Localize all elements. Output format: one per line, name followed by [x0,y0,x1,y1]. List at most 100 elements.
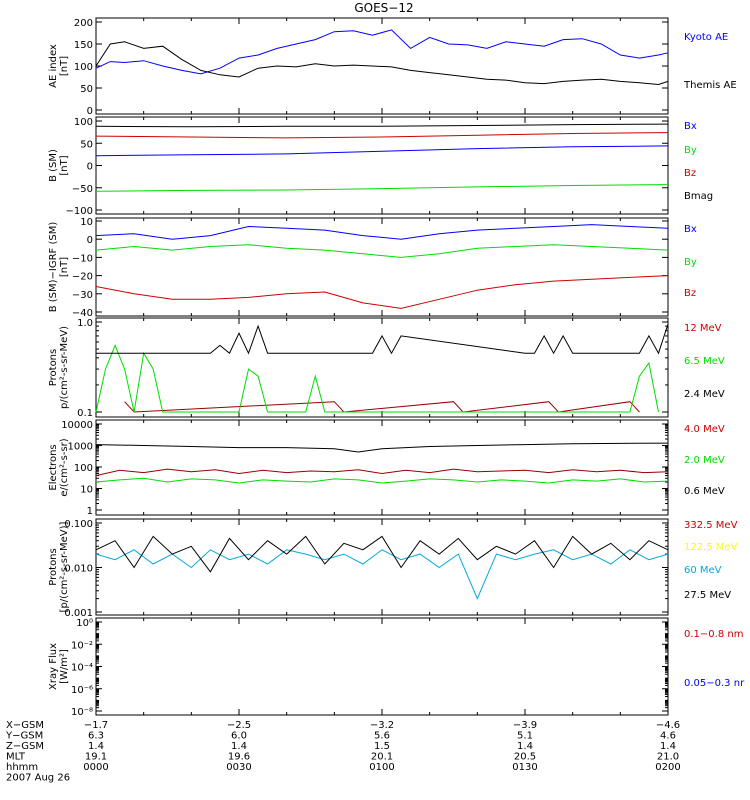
panel-bsm_igrf: −40 −30 −20 −10 0 10 B (SM)−IGRF (SM)[nT] Bx By B… [48,217,697,319]
panel-frame [95,518,669,616]
footer-value: 1.5 [374,741,390,752]
panel-xray: 10⁻⁸ 10⁻⁶ 10⁻⁴ 10⁻² 10⁰ Xray Flux[W/m²] 0.1−0.… [48,617,745,718]
footer-value: 5.6 [374,731,390,742]
y-tick-label: 1000 [68,442,93,453]
footer-value: 0000 [83,762,108,773]
series-line-0-6-mev [95,442,669,453]
series-line-27-5-mev [95,535,669,573]
footer-value: 19.6 [228,752,250,763]
y-tick-label: 10000 [61,420,93,431]
series-line-bz [95,275,669,309]
legend-entry: Themis AE [683,80,737,91]
series-line-bx [95,224,669,240]
footer-value: 6.3 [88,731,104,742]
footer-value: 21.0 [657,752,679,763]
y-tick-label: 10⁻⁸ [71,707,93,718]
footer-value: 20.5 [514,752,536,763]
legend-entry: 60 MeV [684,565,722,576]
series-line-4-0-mev [95,468,669,477]
series-line-6-5-mev [95,344,659,413]
footer-value: 5.1 [517,731,533,742]
footer-value: 6.0 [231,731,247,742]
series-line-by [95,244,669,258]
panel-protons_high: 0.001 0.010 0.100Protons[p/(cm²-s-sr-MeV)]… [48,518,738,619]
y-tick-label: 0 [87,106,93,117]
footer-date: 2007 Aug 26 [6,773,70,784]
y-tick-label: 0 [87,162,93,173]
y-tick-label: −100 [66,206,93,217]
footer-value: 0130 [512,762,537,773]
y-axis-label: B (SM)−IGRF (SM)[nT] [48,222,70,313]
series-line-bz [95,145,669,157]
legend-entry: Bz [684,288,696,299]
y-tick-label: 0.1 [77,408,93,419]
y-tick-label: 100 [74,62,93,73]
y-tick-label: −10 [72,253,93,264]
footer-value: 1.4 [660,741,676,752]
series-line-kyoto-ae [95,29,669,75]
y-axis-label: B (SM)[nT] [48,149,70,182]
legend-entry: 122.5 MeV [684,542,738,553]
panel-ae: 0 50 100 150 200 AE index[nT] Kyoto AE Themis A… [48,17,737,117]
panel-frame [95,617,669,716]
footer-value: 1.4 [517,741,533,752]
footer-value: 20.1 [371,752,393,763]
series-line-12-mev [124,401,640,413]
y-tick-label: 10⁻⁴ [71,663,93,674]
legend-entry: 12 MeV [684,323,722,334]
footer-value: −1.7 [84,720,108,731]
y-tick-label: 10 [80,217,93,228]
legend-entry: By [684,257,697,268]
y-tick-label: 10⁰ [76,618,93,629]
footer-row-label: Z−GSM [6,741,44,752]
legend-entry: 2.4 MeV [684,389,725,400]
series-line-bmag [95,184,669,192]
y-tick-label: −20 [72,272,93,283]
panel-electrons: 1 10 100 1000 10000 Electronse/(cm²-s-sr) 4.0 … [48,419,725,517]
footer-value: 4.6 [660,731,676,742]
series-line-60-mev [95,549,669,600]
legend-entry: 0.6 MeV [684,486,725,497]
footer-row-label: Y−GSM [5,731,43,742]
legend-entry: Kyoto AE [684,32,728,43]
y-tick-label: 150 [74,40,93,51]
y-tick-label: 1.0 [77,318,93,329]
y-tick-label: 100 [74,117,93,128]
legend-entry: By [684,145,697,156]
y-axis-label: Protonsp/(cm²-s-sr-MeV) [48,326,70,409]
series-line-bx [95,123,669,128]
legend-entry: 27.5 MeV [684,590,731,601]
y-tick-label: 10 [80,485,93,496]
legend-entry: 332.5 MeV [684,520,738,531]
footer-value: 0200 [655,762,680,773]
y-axis-label: Protons[p/(cm²-s-sr-MeV)] [48,521,70,612]
legend-entry: Bx [684,224,697,235]
footer-value: 0100 [369,762,394,773]
y-axis-label: Xray Flux[W/m²] [48,643,70,690]
y-tick-label: 0.010 [64,564,93,575]
footer-value: −3.9 [513,720,537,731]
legend-entry: 2.0 MeV [684,455,725,466]
footer-value: 19.1 [85,752,107,763]
legend-entry: Bmag [684,191,713,202]
footer-row-label: MLT [6,752,26,763]
y-tick-label: 0.100 [64,519,93,530]
series-line-themis-ae [95,41,669,86]
footer-value: 1.4 [231,741,247,752]
legend-entry: 0.1−0.8 nm [684,629,743,640]
panel-frame [95,419,669,516]
series-line-by [95,132,669,139]
y-tick-label: −40 [72,308,93,319]
legend-entry: 0.05−0.3 nr [684,678,745,689]
legend-entry: Bz [684,168,696,179]
y-tick-label: 100 [74,463,93,474]
footer-value: 0030 [226,762,251,773]
y-tick-label: 50 [80,139,93,150]
footer-value: 1.4 [88,741,104,752]
panel-frame [95,217,669,317]
legend-entry: Bx [684,121,697,132]
y-axis-label: AE index[nT] [48,44,70,88]
y-tick-label: 0.001 [64,608,93,619]
legend-entry: 4.0 MeV [684,424,725,435]
